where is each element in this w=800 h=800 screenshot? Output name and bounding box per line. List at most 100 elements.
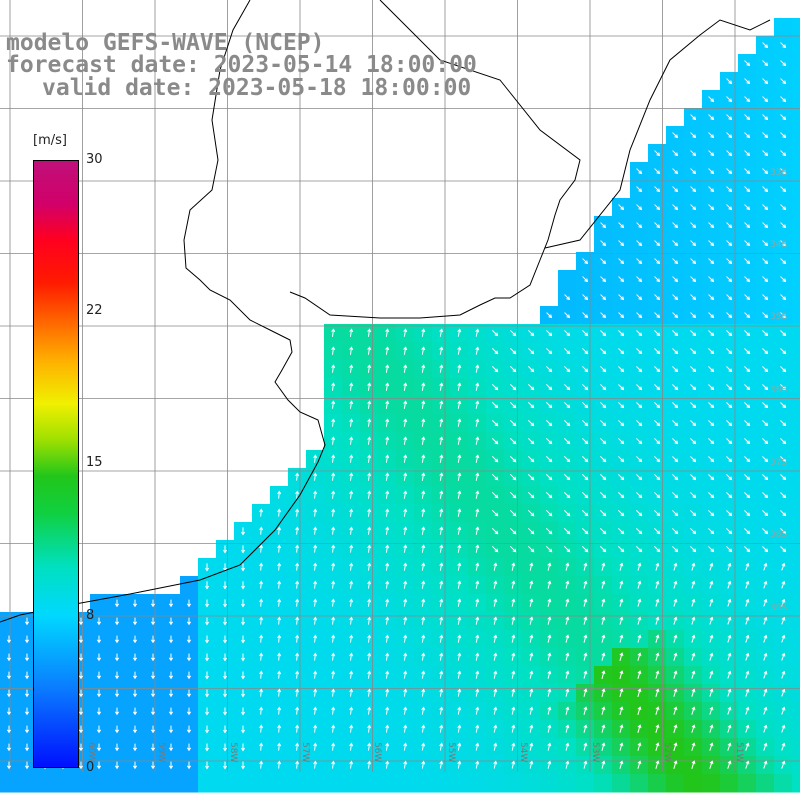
wind-arrow-head (728, 242, 733, 247)
wind-arrow-head (24, 747, 30, 752)
wind-arrow-head (493, 616, 498, 621)
wind-arrow (332, 545, 334, 553)
wind-arrow (403, 401, 407, 409)
wind-speed-cell (792, 288, 800, 307)
wind-arrow (385, 347, 389, 355)
wind-arrow (349, 509, 353, 517)
wind-arrow (690, 492, 696, 498)
wind-arrow-head (674, 386, 679, 391)
wind-arrow (726, 258, 732, 264)
wind-arrow-head (782, 242, 787, 247)
wind-arrow-head (204, 729, 210, 734)
wind-arrow-head (728, 188, 733, 193)
wind-arrow (563, 545, 571, 553)
wind-arrow (762, 474, 768, 480)
wind-arrow (457, 401, 461, 409)
wind-arrow-head (620, 260, 625, 265)
wind-arrow (367, 401, 371, 409)
wind-arrow-head (403, 436, 408, 441)
wind-arrow (763, 689, 767, 697)
wind-arrow (332, 365, 334, 373)
wind-arrow (744, 438, 750, 444)
wind-arrow-head (349, 472, 354, 477)
wind-arrow-head (475, 670, 480, 675)
wind-arrow-head (764, 530, 769, 535)
wind-arrow (762, 276, 768, 282)
wind-arrow-head (96, 693, 102, 698)
wind-speed-cell (792, 54, 800, 73)
wind-arrow (439, 725, 443, 733)
wind-arrow (726, 222, 732, 228)
wind-arrow-head (763, 634, 768, 639)
wind-arrow-head (745, 616, 750, 621)
wind-arrow (744, 132, 750, 138)
colorbar-tick-30: 30 (86, 152, 103, 167)
wind-arrow-head (728, 80, 733, 85)
wind-arrow (439, 653, 443, 661)
wind-arrow-head (674, 332, 679, 337)
wind-arrow (564, 438, 570, 444)
wind-arrow (654, 312, 660, 318)
wind-arrow (781, 653, 785, 661)
wind-arrow (332, 635, 334, 643)
wind-arrow (511, 635, 515, 643)
wind-speed-cell (792, 558, 800, 577)
model-title: modelo GEFS-WAVE (NCEP) (6, 30, 325, 56)
wind-arrow (744, 546, 750, 552)
wind-arrow-head (385, 328, 390, 333)
wind-arrow (763, 563, 767, 571)
wind-arrow (547, 599, 551, 607)
wind-arrow-head (277, 580, 282, 585)
coastline (0, 0, 771, 623)
wind-arrow (780, 150, 786, 156)
wind-arrow (636, 510, 642, 516)
wind-arrow-head (295, 634, 300, 639)
wind-arrow (457, 455, 461, 463)
wind-arrow-head (565, 616, 570, 621)
wind-arrow-head (674, 260, 679, 265)
wind-arrow (529, 581, 533, 589)
wind-arrow-head (656, 476, 661, 481)
wind-arrow (296, 473, 298, 481)
wind-arrow (492, 366, 498, 372)
wind-arrow (547, 689, 551, 697)
wind-arrow (439, 347, 443, 355)
wind-arrow-head (782, 98, 787, 103)
wind-arrow-head (385, 742, 390, 747)
wind-arrow (439, 707, 443, 715)
wind-arrow-head (746, 152, 751, 157)
wind-arrow-head (295, 724, 300, 729)
lat-label: 39S (770, 603, 788, 613)
wind-arrow-head (530, 386, 535, 391)
wind-arrow (744, 330, 750, 336)
wind-arrow (745, 653, 749, 661)
wind-arrow (565, 743, 569, 751)
wind-arrow-head (728, 152, 733, 157)
wind-arrow (385, 617, 389, 625)
wind-arrow (509, 527, 517, 535)
wind-arrow (439, 563, 443, 571)
wind-arrow (511, 743, 515, 751)
wind-arrow (600, 438, 606, 444)
wind-arrow (403, 347, 407, 355)
lon-label: 54W (518, 742, 528, 763)
wind-arrow (726, 420, 732, 426)
wind-arrow (528, 438, 534, 444)
wind-arrow (744, 456, 750, 462)
wind-arrow-head (493, 562, 498, 567)
wind-arrow (619, 707, 623, 715)
wind-arrow (367, 599, 371, 607)
wind-arrow-head (204, 657, 210, 662)
wind-arrow (672, 312, 678, 318)
wind-arrow-head (763, 652, 768, 657)
wind-arrow (510, 330, 516, 336)
wind-arrow (492, 330, 498, 336)
wind-arrow-head (240, 711, 246, 716)
wind-arrow (493, 707, 497, 715)
wind-arrow (709, 653, 713, 661)
wind-arrow (547, 653, 551, 661)
wind-arrow-head (457, 544, 462, 549)
wind-arrow (655, 599, 659, 607)
wind-arrow-head (457, 472, 462, 477)
wind-arrow-head (367, 562, 372, 567)
